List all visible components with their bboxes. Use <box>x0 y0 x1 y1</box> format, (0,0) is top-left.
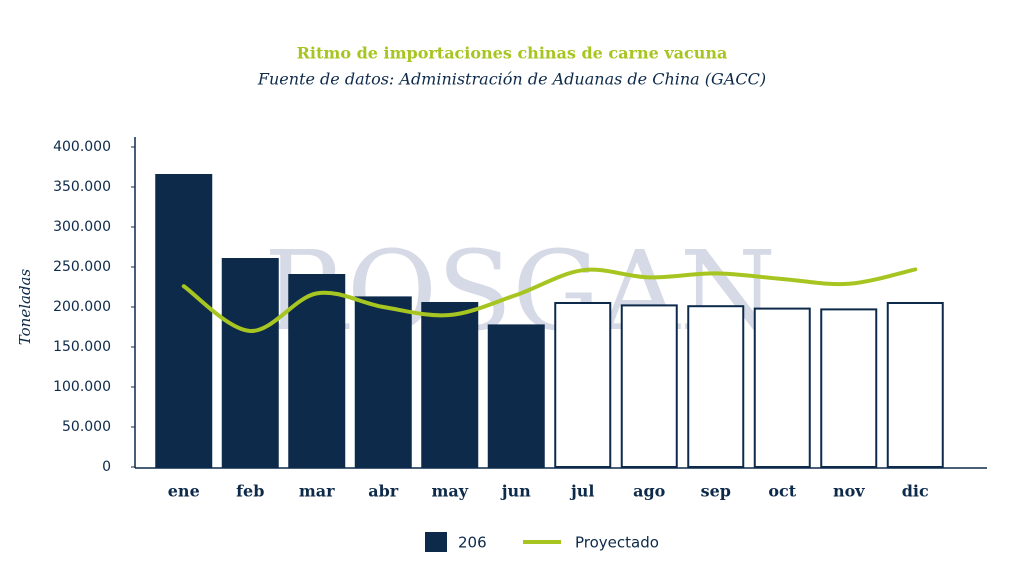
bar <box>354 296 412 468</box>
legend-swatch <box>425 532 447 552</box>
y-tick-label: 100.000 <box>53 379 111 395</box>
y-tick-label: 350.000 <box>53 179 111 195</box>
y-tick-label: 150.000 <box>53 339 111 355</box>
y-tick-label: 250.000 <box>53 259 111 275</box>
bar <box>155 174 213 468</box>
x-tick-label: oct <box>768 482 796 501</box>
x-tick-label: sep <box>701 482 731 501</box>
y-tick-label: 0 <box>102 459 111 475</box>
legend-label: Proyectado <box>575 534 659 552</box>
x-tick-label: nov <box>833 482 865 501</box>
bar <box>554 302 612 468</box>
bar <box>820 308 878 468</box>
y-tick-label: 300.000 <box>53 219 111 235</box>
y-tick-label: 200.000 <box>53 299 111 315</box>
y-tick-label: 400.000 <box>53 139 111 155</box>
legend-label: 206 <box>458 534 487 552</box>
bar <box>886 302 944 468</box>
bar <box>687 305 745 469</box>
chart-title: Ritmo de importaciones chinas de carne v… <box>297 44 728 63</box>
bar <box>288 274 346 468</box>
x-tick-label: may <box>431 482 468 501</box>
x-tick-label: ene <box>168 482 200 501</box>
bar <box>753 307 811 468</box>
x-tick-label: dic <box>902 482 929 501</box>
bar <box>221 258 279 468</box>
y-axis-label: Toneladas <box>16 269 34 346</box>
x-tick-label: feb <box>236 482 264 501</box>
y-tick-label: 50.000 <box>62 419 111 435</box>
bar <box>487 324 545 468</box>
x-tick-label: jul <box>569 482 595 501</box>
x-tick-label: mar <box>299 482 335 501</box>
bar <box>421 302 479 468</box>
x-tick-label: abr <box>368 482 399 501</box>
line <box>181 267 918 334</box>
bar <box>620 304 678 468</box>
x-tick-label: jun <box>500 482 531 501</box>
x-tick-label: ago <box>633 482 666 501</box>
chart-subtitle: Fuente de datos: Administración de Aduan… <box>257 70 766 89</box>
